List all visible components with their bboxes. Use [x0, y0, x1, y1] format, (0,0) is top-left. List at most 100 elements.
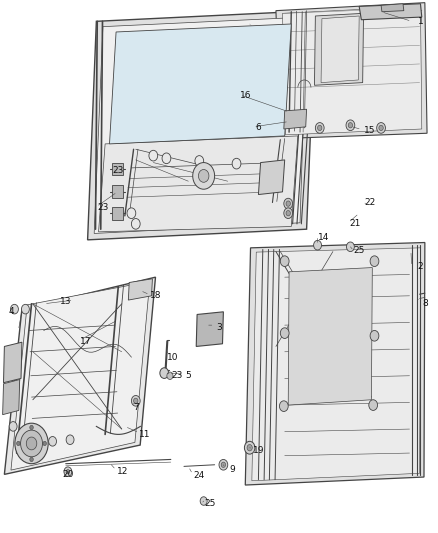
Circle shape [195, 156, 204, 166]
Circle shape [17, 441, 20, 446]
Polygon shape [110, 24, 291, 144]
Polygon shape [4, 277, 155, 474]
Circle shape [315, 123, 324, 133]
Circle shape [9, 422, 17, 431]
Circle shape [378, 9, 384, 15]
Polygon shape [112, 163, 123, 175]
Text: 15: 15 [364, 126, 376, 135]
Text: 13: 13 [60, 297, 71, 305]
Polygon shape [284, 109, 307, 129]
Circle shape [370, 330, 379, 341]
Polygon shape [314, 13, 364, 85]
Circle shape [286, 201, 290, 206]
Polygon shape [94, 17, 307, 233]
Polygon shape [283, 6, 422, 135]
Circle shape [127, 208, 136, 219]
Text: 24: 24 [194, 471, 205, 480]
Text: 9: 9 [229, 465, 235, 473]
Circle shape [369, 7, 376, 16]
Circle shape [314, 240, 321, 250]
Circle shape [370, 256, 379, 266]
Circle shape [286, 115, 294, 125]
Circle shape [149, 150, 158, 161]
Circle shape [288, 117, 292, 123]
Text: 16: 16 [240, 92, 251, 100]
Circle shape [30, 457, 33, 462]
Text: 23: 23 [172, 372, 183, 380]
Text: 11: 11 [139, 430, 150, 439]
Circle shape [193, 163, 215, 189]
Text: 14: 14 [318, 233, 330, 241]
Circle shape [131, 395, 140, 406]
Text: 23: 23 [113, 166, 124, 175]
Circle shape [134, 398, 138, 403]
Circle shape [200, 497, 207, 505]
Polygon shape [245, 243, 425, 485]
Text: 5: 5 [185, 372, 191, 380]
Circle shape [377, 123, 385, 133]
Text: 7: 7 [133, 403, 139, 412]
Circle shape [280, 328, 289, 338]
Circle shape [346, 120, 355, 131]
Circle shape [221, 462, 226, 467]
Text: 25: 25 [205, 499, 216, 508]
Text: 18: 18 [150, 292, 161, 300]
Polygon shape [99, 136, 298, 232]
Polygon shape [288, 268, 372, 405]
Text: 6: 6 [255, 124, 261, 132]
Polygon shape [196, 312, 223, 346]
Circle shape [348, 123, 353, 128]
Circle shape [219, 459, 228, 470]
Polygon shape [252, 248, 420, 481]
Text: 25: 25 [353, 246, 365, 255]
Text: 22: 22 [364, 198, 376, 207]
Polygon shape [3, 379, 20, 415]
Circle shape [198, 169, 209, 182]
Text: 21: 21 [349, 220, 360, 228]
Circle shape [15, 423, 48, 464]
Circle shape [232, 158, 241, 169]
Circle shape [280, 256, 289, 266]
Circle shape [30, 425, 33, 430]
Polygon shape [112, 207, 123, 220]
Text: 19: 19 [253, 446, 264, 455]
Polygon shape [258, 160, 285, 195]
Circle shape [21, 430, 42, 457]
Circle shape [244, 441, 255, 454]
Polygon shape [128, 279, 152, 300]
Circle shape [247, 445, 252, 451]
Circle shape [369, 400, 378, 410]
Circle shape [131, 219, 140, 229]
Circle shape [200, 317, 213, 333]
Text: 10: 10 [167, 353, 179, 361]
Circle shape [203, 321, 210, 329]
Text: 4: 4 [8, 308, 14, 316]
Text: 2: 2 [418, 262, 423, 271]
Polygon shape [321, 16, 359, 83]
Circle shape [286, 211, 290, 216]
Circle shape [43, 441, 46, 446]
Text: 23: 23 [97, 204, 109, 212]
Circle shape [167, 372, 173, 379]
Text: 20: 20 [62, 470, 74, 479]
Text: 8: 8 [422, 300, 428, 308]
Polygon shape [11, 281, 150, 470]
Polygon shape [276, 3, 427, 139]
Circle shape [284, 198, 293, 209]
Text: 17: 17 [80, 337, 91, 345]
Circle shape [379, 125, 383, 131]
Polygon shape [4, 342, 22, 383]
Circle shape [26, 437, 37, 450]
Polygon shape [381, 4, 404, 12]
Text: 12: 12 [117, 467, 128, 476]
Text: 1: 1 [417, 17, 424, 26]
Circle shape [318, 125, 322, 131]
Polygon shape [88, 11, 315, 240]
Text: 3: 3 [216, 324, 222, 332]
Circle shape [49, 437, 57, 446]
Circle shape [64, 467, 72, 477]
Circle shape [8, 358, 16, 367]
Circle shape [162, 153, 171, 164]
Circle shape [21, 304, 29, 314]
Circle shape [11, 304, 18, 314]
